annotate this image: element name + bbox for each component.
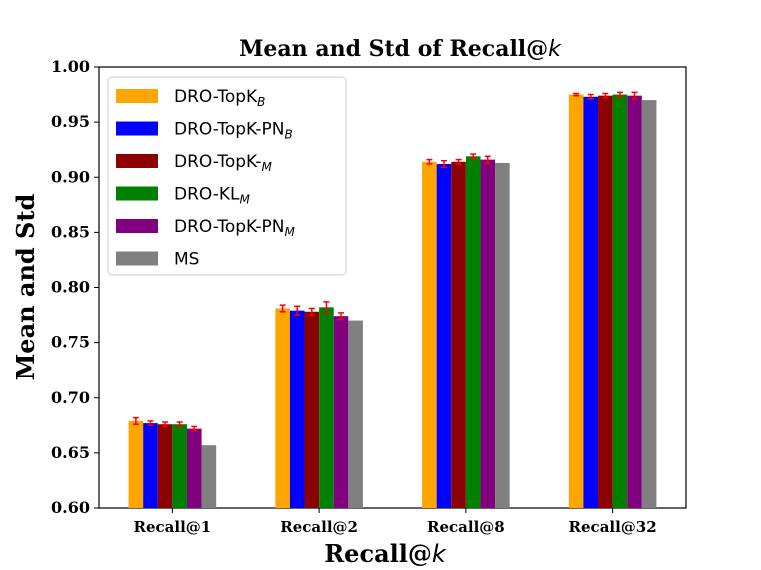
error-bar [162,421,169,428]
bar [172,424,187,508]
legend-swatch [116,251,158,266]
legend-label: MS [174,250,199,270]
x-axis-label-k: k [432,540,447,568]
bar [436,164,452,508]
legend-swatch [116,154,158,168]
error-bar [631,91,638,100]
legend: DRO-TopKB DRO-TopK-PNB DRO-TopK-M DRO-KLM DR… [107,76,347,276]
bar [495,162,510,509]
error-bar [440,159,447,169]
error-bar [602,92,609,99]
bar [451,161,466,508]
error-bar [616,91,623,98]
bar [641,100,657,508]
error-bar [147,420,154,427]
bar [289,310,305,508]
error-bar [294,305,301,316]
y-tick-label: 0.70 [51,388,90,407]
error-bar [426,158,433,165]
bar [275,308,290,508]
x-axis: Recall@1 Recall@2 Recall@8 Recall@32 [134,508,657,536]
error-bar [338,312,345,321]
legend-swatch [116,219,158,233]
error-bar [308,307,315,316]
error-bar [176,421,183,428]
chart-title: Mean and Std of Recall@k [239,36,562,62]
error-bar [279,304,286,313]
bar [598,95,613,508]
x-axis-label: Recall@k [324,539,447,568]
bar [627,95,642,508]
x-axis-label-text: Recall@ [324,539,432,568]
error-bar [132,416,139,425]
bar [319,307,334,508]
bar [348,320,363,508]
x-tick-label: Recall@8 [427,518,505,536]
bar [304,311,320,508]
legend-label: DRO-KLM [174,185,251,207]
legend-swatch [116,89,158,103]
x-tick-label: Recall@1 [134,518,212,536]
x-tick-label: Recall@2 [280,518,358,536]
error-bar [587,93,594,100]
bar [465,156,481,509]
y-axis: 0.60 0.65 0.70 0.75 0.80 0.85 0.90 0.95 1.00 [51,57,99,517]
chart-title-text: Mean and Std of Recall@ [239,36,548,62]
bar [186,428,202,508]
legend-label: DRO-TopK-PNB [174,120,293,142]
chart-title-k: k [548,37,562,62]
y-tick-label: 0.90 [51,167,90,186]
y-tick-label: 0.80 [51,278,90,297]
bar [201,445,217,508]
error-bar [470,153,477,160]
legend-label: DRO-TopKB [174,87,265,109]
y-tick-label: 0.65 [51,443,90,462]
legend-swatch [116,186,158,201]
bar-series-group [128,91,657,509]
legend-box [107,76,347,276]
bar [422,161,437,508]
y-tick-label: 0.75 [51,333,90,352]
bar [568,94,584,508]
bar [480,159,496,509]
error-bar [573,92,580,97]
bar [128,420,144,508]
y-axis-label: Mean and Std [11,194,40,381]
error-bar [323,301,330,314]
bar [612,94,628,508]
y-tick-label: 0.95 [51,112,90,131]
y-tick-label: 1.00 [51,57,90,76]
legend-label: DRO-TopK-PNM [174,217,295,239]
legend-label: DRO-TopK-M [174,152,273,174]
bar [333,316,349,508]
error-bar [455,158,462,165]
error-bar [484,155,491,164]
y-tick-label: 0.60 [51,498,90,517]
y-tick-label: 0.85 [51,222,90,241]
x-tick-label: Recall@32 [569,518,657,536]
legend-swatch [116,121,158,136]
error-bar [191,425,198,432]
bar [143,423,158,508]
bar [583,96,599,508]
bar [157,424,173,508]
